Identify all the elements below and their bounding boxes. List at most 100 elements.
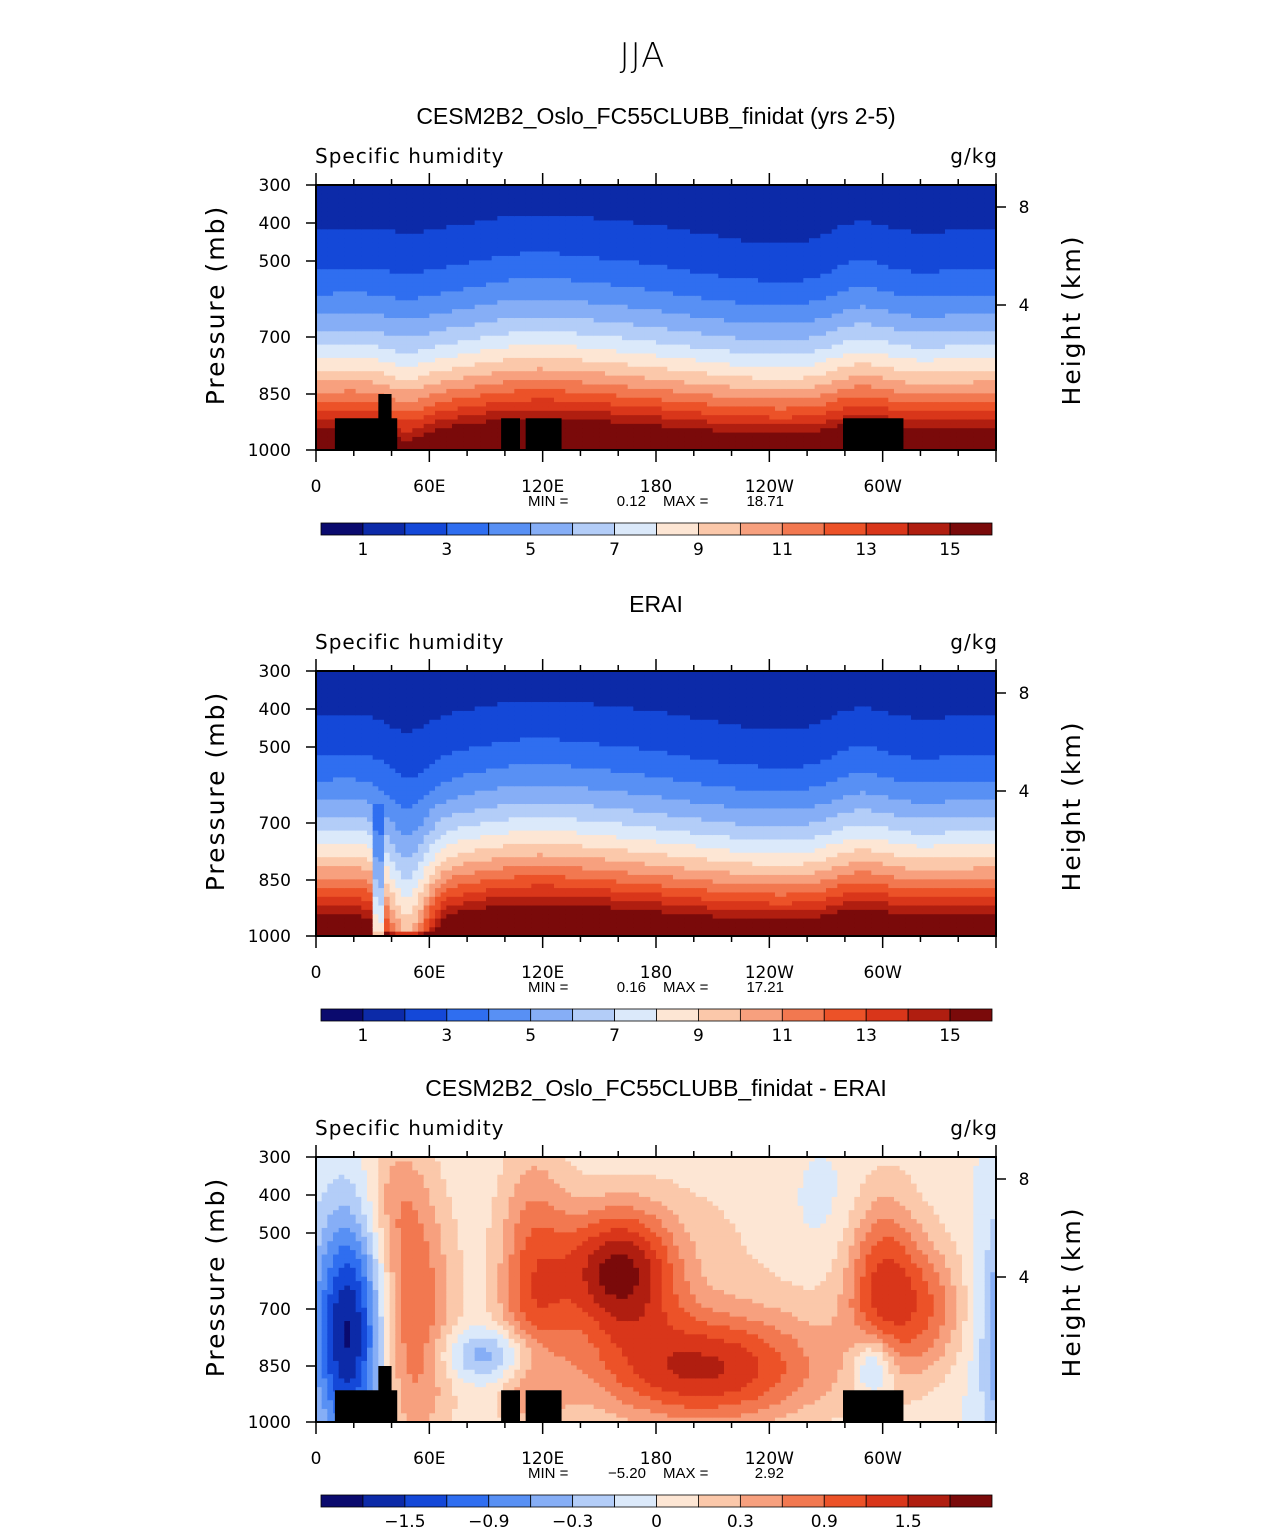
field-cell	[707, 322, 714, 328]
field-cell	[395, 295, 402, 301]
field-cell	[508, 247, 515, 253]
field-cell	[701, 291, 708, 297]
field-cell	[378, 335, 385, 341]
field-cell	[389, 335, 396, 341]
field-cell	[639, 260, 646, 266]
field-cell	[503, 286, 510, 292]
field-cell	[616, 423, 623, 429]
field-cell	[644, 198, 651, 204]
field-cell	[508, 335, 515, 341]
field-cell	[384, 344, 391, 350]
field-cell	[389, 331, 396, 337]
field-cell	[678, 269, 685, 275]
field-cell	[469, 406, 476, 412]
field-cell	[423, 242, 430, 248]
field-cell	[633, 309, 640, 315]
field-cell	[395, 242, 402, 248]
field-cell	[537, 220, 544, 226]
field-cell	[588, 304, 595, 310]
field-cell	[367, 371, 374, 377]
field-cell	[588, 247, 595, 253]
field-cell	[423, 441, 430, 447]
field-cell	[463, 357, 470, 363]
field-cell	[463, 326, 470, 332]
field-cell	[435, 357, 442, 363]
field-cell	[321, 273, 328, 279]
field-cell	[599, 255, 606, 261]
field-cell	[531, 211, 538, 217]
field-cell	[633, 202, 640, 208]
field-cell	[355, 406, 362, 412]
field-cell	[571, 295, 578, 301]
field-cell	[497, 224, 504, 230]
field-cell	[758, 322, 765, 328]
field-cell	[435, 331, 442, 337]
field-cell	[344, 380, 351, 386]
field-cell	[576, 216, 583, 222]
field-cell	[316, 393, 323, 399]
field-cell	[565, 366, 572, 372]
field-cell	[497, 220, 504, 226]
field-cell	[690, 202, 697, 208]
field-cell	[559, 445, 566, 451]
field-cell	[684, 233, 691, 239]
field-cell	[321, 436, 328, 442]
field-cell	[599, 349, 606, 355]
field-cell	[667, 406, 674, 412]
field-cell	[503, 300, 510, 306]
field-cell	[639, 326, 646, 332]
field-cell	[616, 255, 623, 261]
field-cell	[559, 415, 566, 421]
field-cell	[690, 189, 697, 195]
field-cell	[412, 349, 419, 355]
field-cell	[423, 202, 430, 208]
field-cell	[718, 331, 725, 337]
field-cell	[429, 340, 436, 346]
field-cell	[758, 445, 765, 451]
field-cell	[480, 371, 487, 377]
field-cell	[321, 388, 328, 394]
field-cell	[639, 278, 646, 284]
field-cell	[650, 406, 657, 412]
field-cell	[503, 224, 510, 230]
field-cell	[741, 300, 748, 306]
field-cell	[633, 380, 640, 386]
field-cell	[435, 193, 442, 199]
field-cell	[372, 393, 379, 399]
field-cell	[446, 247, 453, 253]
field-cell	[355, 340, 362, 346]
field-cell	[775, 340, 782, 346]
field-cell	[729, 423, 736, 429]
field-cell	[718, 291, 725, 297]
field-cell	[605, 295, 612, 301]
field-cell	[741, 340, 748, 346]
field-cell	[571, 384, 578, 390]
field-cell	[712, 344, 719, 350]
field-cell	[520, 357, 527, 363]
field-cell	[395, 353, 402, 359]
field-cell	[752, 229, 759, 235]
field-cell	[435, 255, 442, 261]
field-cell	[435, 313, 442, 319]
field-cell	[559, 335, 566, 341]
field-cell	[372, 207, 379, 213]
field-cell	[457, 255, 464, 261]
field-cell	[780, 251, 787, 257]
field-cell	[367, 233, 374, 239]
field-cell	[480, 260, 487, 266]
field-cell	[452, 388, 459, 394]
field-cell	[520, 423, 527, 429]
field-cell	[633, 193, 640, 199]
field-cell	[503, 264, 510, 270]
field-cell	[542, 362, 549, 368]
field-cell	[763, 269, 770, 275]
field-cell	[474, 357, 481, 363]
field-cell	[735, 326, 742, 332]
field-cell	[576, 220, 583, 226]
field-cell	[667, 300, 674, 306]
field-cell	[327, 380, 334, 386]
field-cell	[429, 335, 436, 341]
field-cell	[684, 344, 691, 350]
field-cell	[418, 393, 425, 399]
field-cell	[735, 445, 742, 451]
